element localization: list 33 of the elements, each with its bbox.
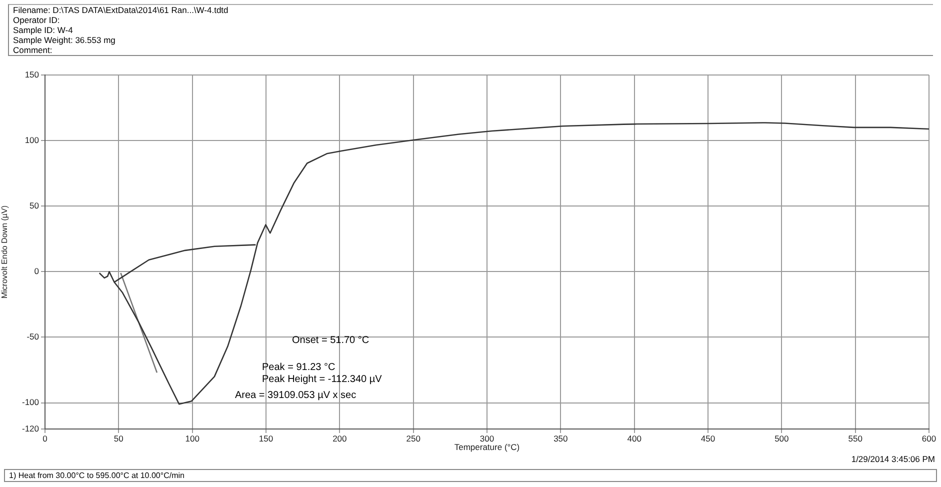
x-tick-label: 250 bbox=[406, 433, 421, 444]
x-tick-label: 450 bbox=[700, 433, 716, 444]
x-tick-label: 350 bbox=[554, 433, 568, 444]
y-tick-label: -120 bbox=[22, 423, 40, 434]
x-tick-label: 500 bbox=[774, 433, 790, 444]
y-tick-label: 150 bbox=[24, 69, 40, 80]
text: 1/29/2014 3:45:06 PM bbox=[851, 454, 935, 464]
y-tick-label: 0 bbox=[34, 266, 40, 276]
annotation: Peak = 91.23 °C bbox=[262, 362, 336, 373]
x-tick-label: 150 bbox=[258, 433, 274, 444]
y-tick-label: -50 bbox=[26, 332, 40, 342]
x-tick-label: 50 bbox=[114, 433, 124, 444]
annotation: Area = 39109.053 µV x sec bbox=[235, 390, 356, 401]
x-tick-label: 0 bbox=[42, 433, 48, 444]
text: Operator ID: bbox=[13, 15, 61, 25]
text: Filename: D:\TAS DATA\ExtData\2014\61 Ran...\W-4.tdtd bbox=[13, 5, 230, 15]
x-tick-label: 200 bbox=[332, 433, 348, 444]
y-tick-label: 50 bbox=[30, 200, 40, 210]
y-tick-label: -100 bbox=[22, 397, 40, 408]
x-tick-label: 550 bbox=[848, 433, 863, 444]
text: Sample ID: W-4 bbox=[13, 25, 74, 35]
text: Sample Weight: 36.553 mg bbox=[13, 35, 116, 45]
x-axis-title: Temperature (°C) bbox=[454, 442, 520, 452]
x-tick-label: 400 bbox=[627, 433, 642, 444]
x-tick-label: 100 bbox=[185, 433, 200, 444]
annotation: Peak Height = -112.340 µV bbox=[262, 374, 382, 385]
y-tick-label: 100 bbox=[24, 134, 40, 145]
x-tick-label: 600 bbox=[922, 433, 936, 444]
text: Comment: bbox=[13, 45, 54, 55]
y-axis-title: Microvolt Endo Down (µV) bbox=[0, 205, 10, 299]
annotation: Onset = 51.70 °C bbox=[292, 335, 370, 346]
text: 1) Heat from 30.00°C to 595.00°C at 10.00°C/min bbox=[4, 469, 937, 482]
x-tick-label: 300 bbox=[480, 433, 494, 444]
